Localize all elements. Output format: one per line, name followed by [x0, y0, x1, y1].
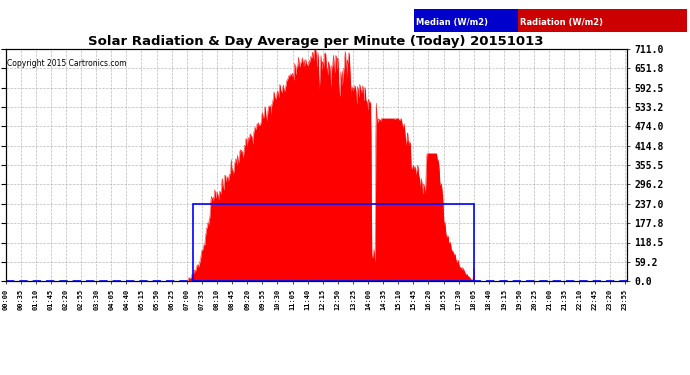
Title: Solar Radiation & Day Average per Minute (Today) 20151013: Solar Radiation & Day Average per Minute… [88, 34, 544, 48]
Text: Radiation (W/m2): Radiation (W/m2) [520, 18, 602, 27]
Text: Median (W/m2): Median (W/m2) [416, 18, 488, 27]
Bar [193, 204, 474, 281]
Text: Copyright 2015 Cartronics.com: Copyright 2015 Cartronics.com [7, 58, 126, 68]
